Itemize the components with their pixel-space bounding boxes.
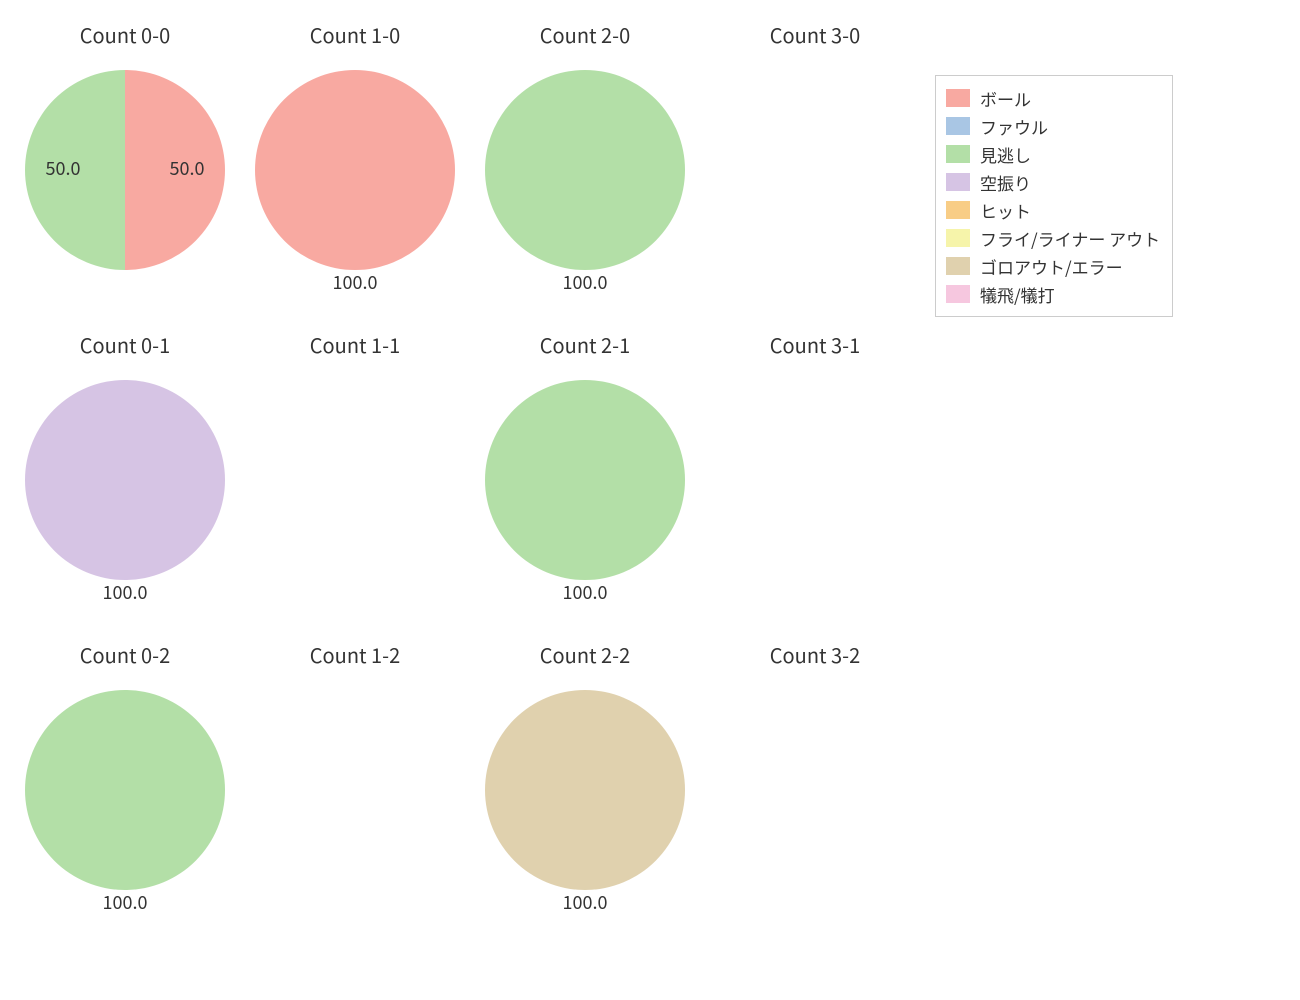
legend-label: 空振り (980, 170, 1031, 195)
pie-cell: Count 1-0100.0 (240, 10, 470, 320)
svg-text:100.0: 100.0 (333, 269, 378, 295)
legend-item: ファウル (946, 112, 1160, 140)
svg-text:50.0: 50.0 (46, 155, 81, 181)
legend-label: ヒット (980, 198, 1031, 223)
pie-cell: Count 3-0 (700, 10, 930, 320)
legend-label: フライ/ライナー アウト (980, 226, 1160, 251)
legend-label: 見逃し (980, 142, 1031, 167)
legend-label: ボール (980, 86, 1031, 111)
legend-item: 空振り (946, 168, 1160, 196)
legend-swatch (946, 89, 970, 107)
legend-swatch (946, 201, 970, 219)
legend-item: 見逃し (946, 140, 1160, 168)
svg-text:100.0: 100.0 (103, 889, 148, 915)
pie-cell: Count 1-1 (240, 320, 470, 630)
pie-chart: 50.0 50.0 (25, 70, 225, 270)
legend-swatch (946, 257, 970, 275)
legend-label: 犠飛/犠打 (980, 282, 1055, 307)
legend-item: 犠飛/犠打 (946, 280, 1160, 308)
pie-cell: Count 0-2100.0 (10, 630, 240, 940)
chart-canvas: ボールファウル見逃し空振りヒットフライ/ライナー アウトゴロアウト/エラー犠飛/… (0, 0, 1300, 1000)
pie-chart: 100.0 (255, 70, 455, 270)
pie-cell: Count 2-1100.0 (470, 320, 700, 630)
legend-swatch (946, 145, 970, 163)
legend-item: ゴロアウト/エラー (946, 252, 1160, 280)
svg-text:100.0: 100.0 (563, 889, 608, 915)
pie-cell: Count 1-2 (240, 630, 470, 940)
legend-swatch (946, 173, 970, 191)
legend-label: ゴロアウト/エラー (980, 254, 1123, 279)
legend-swatch (946, 285, 970, 303)
pie-chart: 100.0 (25, 380, 225, 580)
legend-swatch (946, 229, 970, 247)
pie-chart (715, 690, 915, 890)
legend-item: フライ/ライナー アウト (946, 224, 1160, 252)
legend-label: ファウル (980, 114, 1048, 139)
pie-chart: 100.0 (25, 690, 225, 890)
pie-chart (255, 380, 455, 580)
pie-chart: 100.0 (485, 380, 685, 580)
pie-chart (715, 380, 915, 580)
svg-text:50.0: 50.0 (170, 155, 205, 181)
pie-cell: Count 3-2 (700, 630, 930, 940)
pie-cell: Count 2-0100.0 (470, 10, 700, 320)
pie-cell: Count 3-1 (700, 320, 930, 630)
legend-swatch (946, 117, 970, 135)
pie-chart: 100.0 (485, 70, 685, 270)
pie-cell: Count 0-1100.0 (10, 320, 240, 630)
svg-text:100.0: 100.0 (103, 579, 148, 605)
pie-chart (255, 690, 455, 890)
legend-item: ヒット (946, 196, 1160, 224)
svg-text:100.0: 100.0 (563, 269, 608, 295)
pie-cell: Count 2-2100.0 (470, 630, 700, 940)
pie-cell: Count 0-050.050.0 (10, 10, 240, 320)
svg-text:100.0: 100.0 (563, 579, 608, 605)
pie-chart (715, 70, 915, 270)
legend-item: ボール (946, 84, 1160, 112)
legend: ボールファウル見逃し空振りヒットフライ/ライナー アウトゴロアウト/エラー犠飛/… (935, 75, 1173, 317)
pie-chart: 100.0 (485, 690, 685, 890)
